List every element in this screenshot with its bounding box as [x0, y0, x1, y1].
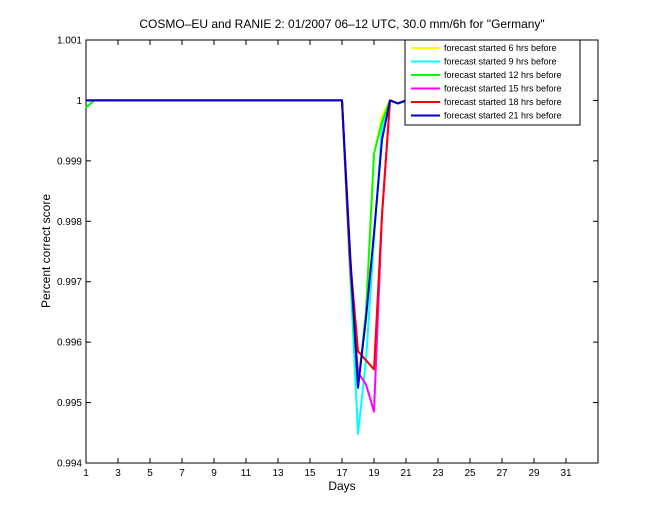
- y-tick-label: 1: [76, 96, 82, 107]
- legend-box: [404, 39, 581, 126]
- x-tick-label: 21: [400, 468, 412, 479]
- x-tick-label: 9: [211, 468, 217, 479]
- y-tick-label: 0.997: [57, 277, 82, 288]
- x-tick-label: 17: [336, 468, 348, 479]
- legend-label: forecast started 9 hrs before: [444, 57, 557, 67]
- y-tick-label: 0.995: [57, 398, 82, 409]
- legend-label: forecast started 18 hrs before: [444, 97, 562, 107]
- legend-entries: forecast started 6 hrs before forecast st…: [411, 43, 562, 121]
- x-tick-label: 7: [179, 468, 185, 479]
- x-axis-label: Days: [328, 479, 355, 493]
- y-tick-label: 1.001: [57, 36, 82, 47]
- legend-label: forecast started 6 hrs before: [444, 43, 557, 53]
- x-tick-label: 19: [368, 468, 380, 479]
- legend-label: forecast started 12 hrs before: [444, 70, 562, 80]
- x-tick-label: 13: [272, 468, 284, 479]
- x-tick-label: 11: [241, 468, 252, 479]
- x-tick-label: 5: [147, 468, 153, 479]
- y-tick-label: 0.994: [57, 459, 82, 470]
- x-tick-label: 3: [115, 468, 121, 479]
- y-axis-label: Percent correct score: [39, 194, 53, 308]
- x-tick-label: 1: [83, 468, 89, 479]
- y-axis: 0.994 0.995 0.996 0.997 0.998 0.999 1 1.001: [57, 36, 598, 470]
- y-tick-label: 0.998: [57, 217, 82, 228]
- legend: forecast started 6 hrs before forecast st…: [404, 39, 581, 126]
- x-axis: 1 3 5 7 9 11 13 15 17 19 21 23 25 27 29 31: [83, 40, 572, 479]
- x-tick-label: 27: [496, 468, 508, 479]
- x-tick-label: 29: [528, 468, 540, 479]
- x-tick-label: 25: [464, 468, 476, 479]
- x-tick-label: 15: [304, 468, 316, 479]
- legend-label: forecast started 21 hrs before: [444, 111, 562, 121]
- x-tick-label: 31: [560, 468, 572, 479]
- chart-title: COSMO–EU and RANIE 2: 01/2007 06–12 UTC,…: [139, 17, 544, 31]
- y-tick-label: 0.996: [57, 338, 82, 349]
- x-tick-label: 23: [432, 468, 444, 479]
- y-tick-label: 0.999: [57, 156, 82, 167]
- legend-label: forecast started 15 hrs before: [444, 84, 562, 94]
